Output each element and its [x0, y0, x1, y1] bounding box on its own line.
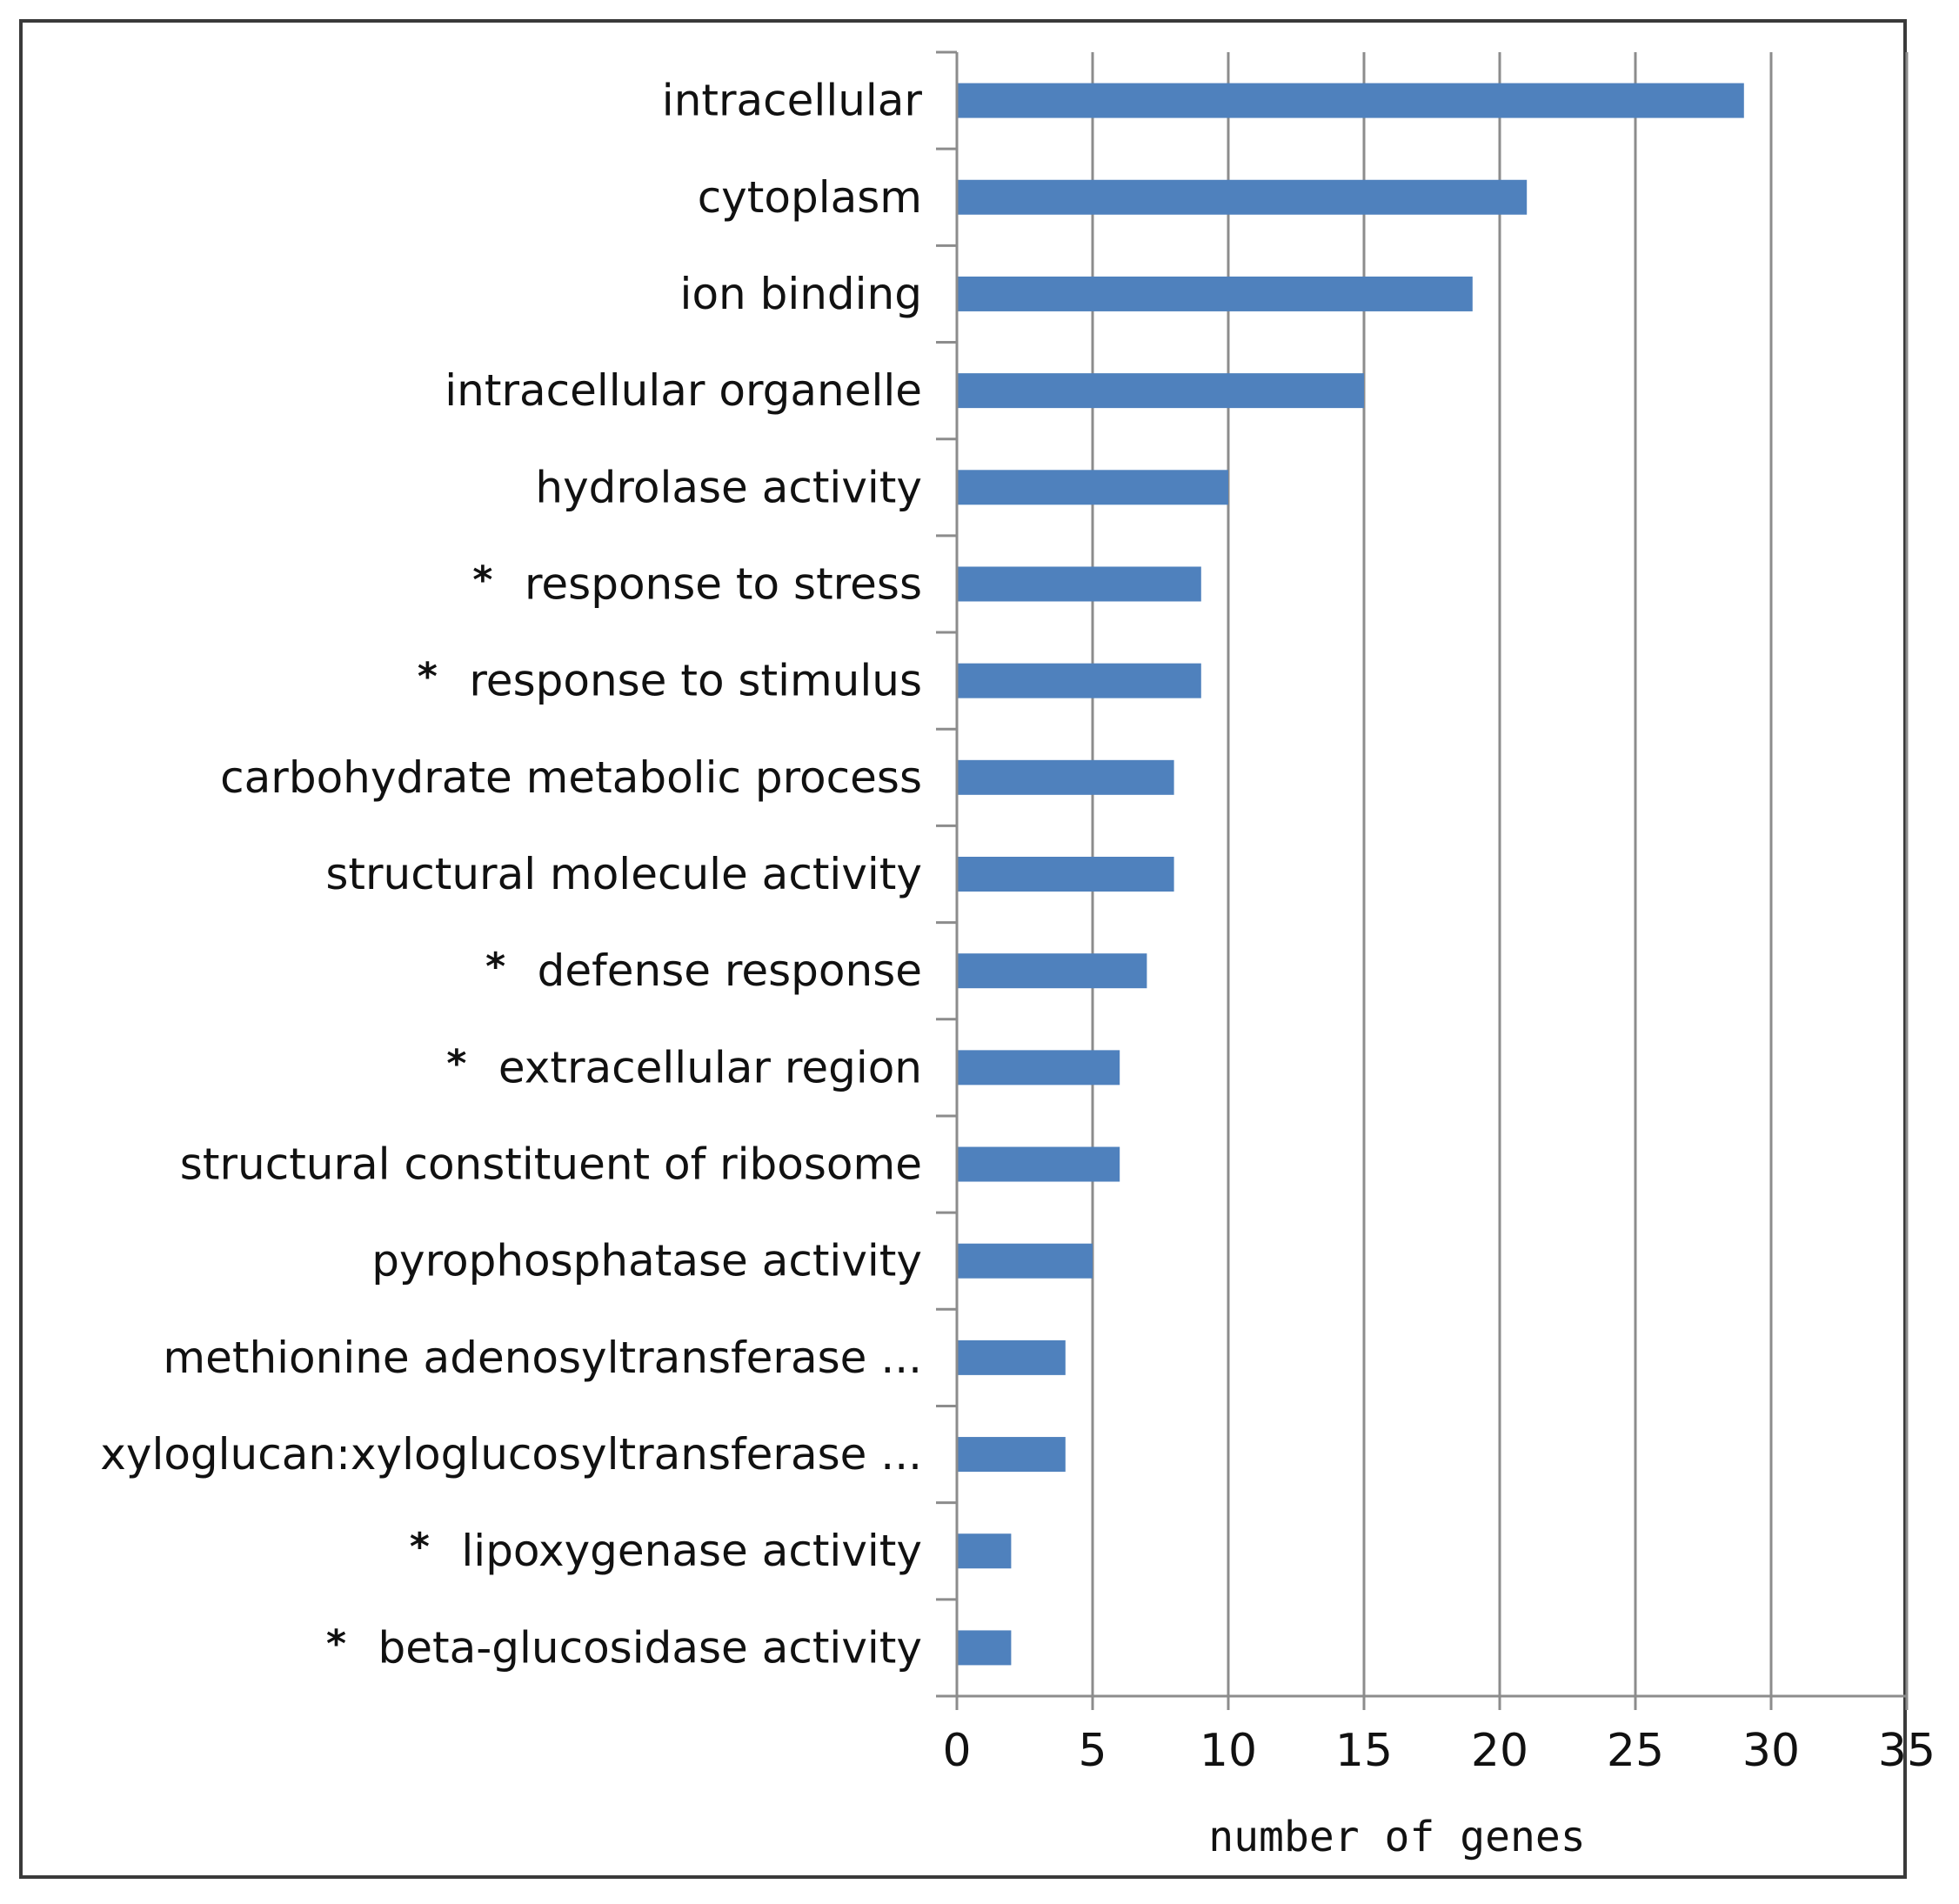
category-label-10: extracellular region: [498, 1042, 922, 1092]
bar-9: [957, 953, 1147, 989]
category-label-14: xyloglucan:xyloglucosyltransferase ...: [100, 1429, 922, 1480]
category-labels: intracellular cytoplasm ion binding intrace…: [100, 76, 922, 1674]
bar-14: [957, 1437, 1066, 1473]
category-label-6: response to stimulus: [469, 656, 922, 706]
bar-0: [957, 83, 1744, 118]
x-tick-label-20: 20: [1471, 1725, 1528, 1777]
bar-10: [957, 1050, 1120, 1086]
x-tick-label-35: 35: [1878, 1725, 1936, 1777]
x-axis-title: number of genes: [1208, 1813, 1585, 1861]
bar-2: [957, 276, 1473, 311]
x-tick-label-15: 15: [1335, 1725, 1393, 1777]
category-label-8: structural molecule activity: [325, 849, 922, 899]
gridlines: [1091, 52, 1909, 1696]
category-label-16: beta-glucosidase activity: [378, 1622, 922, 1673]
category-label-4: hydrolase activity: [535, 462, 922, 512]
category-label-9: defense response: [538, 945, 922, 996]
category-label-2: ion binding: [680, 269, 922, 319]
x-tick-label-0: 0: [942, 1725, 971, 1777]
star-marker-16: *: [326, 1621, 346, 1666]
axes: [936, 50, 1909, 1710]
x-tick-label-25: 25: [1607, 1725, 1664, 1777]
bar-12: [957, 1243, 1093, 1279]
bar-5: [957, 566, 1201, 602]
category-label-1: cytoplasm: [698, 172, 922, 223]
bars: [957, 83, 1744, 1666]
bar-16: [957, 1630, 1012, 1666]
category-label-0: intracellular: [662, 76, 923, 126]
x-tick-label-10: 10: [1200, 1725, 1257, 1777]
category-label-15: lipoxygenase activity: [461, 1526, 922, 1576]
bar-6: [957, 663, 1201, 698]
bar-15: [957, 1533, 1012, 1569]
bar-1: [957, 179, 1528, 215]
star-marker-6: *: [418, 655, 438, 699]
x-tick-labels: 0 5 10 15 20 25 30 35: [942, 1725, 1936, 1777]
star-marker-15: *: [410, 1525, 430, 1569]
category-label-13: methionine adenosyltransferase ...: [163, 1333, 922, 1383]
star-marker-5: *: [472, 558, 492, 602]
bar-13: [957, 1339, 1066, 1375]
bar-7: [957, 759, 1174, 795]
category-label-11: structural constituent of ribosome: [180, 1139, 922, 1190]
category-label-5: response to stress: [525, 558, 922, 609]
star-marker-10: *: [446, 1041, 466, 1086]
x-tick-label-30: 30: [1742, 1725, 1800, 1777]
x-tick-label-5: 5: [1078, 1725, 1107, 1777]
category-label-7: carbohydrate metabolic process: [220, 752, 922, 803]
category-label-3: intracellular organelle: [445, 365, 922, 416]
category-label-12: pyrophosphatase activity: [371, 1236, 922, 1286]
star-marker-9: *: [485, 945, 505, 989]
bar-8: [957, 857, 1174, 892]
chart-frame: [19, 19, 1907, 1879]
bar-11: [957, 1146, 1120, 1182]
bar-4: [957, 470, 1228, 505]
bar-3: [957, 373, 1364, 409]
